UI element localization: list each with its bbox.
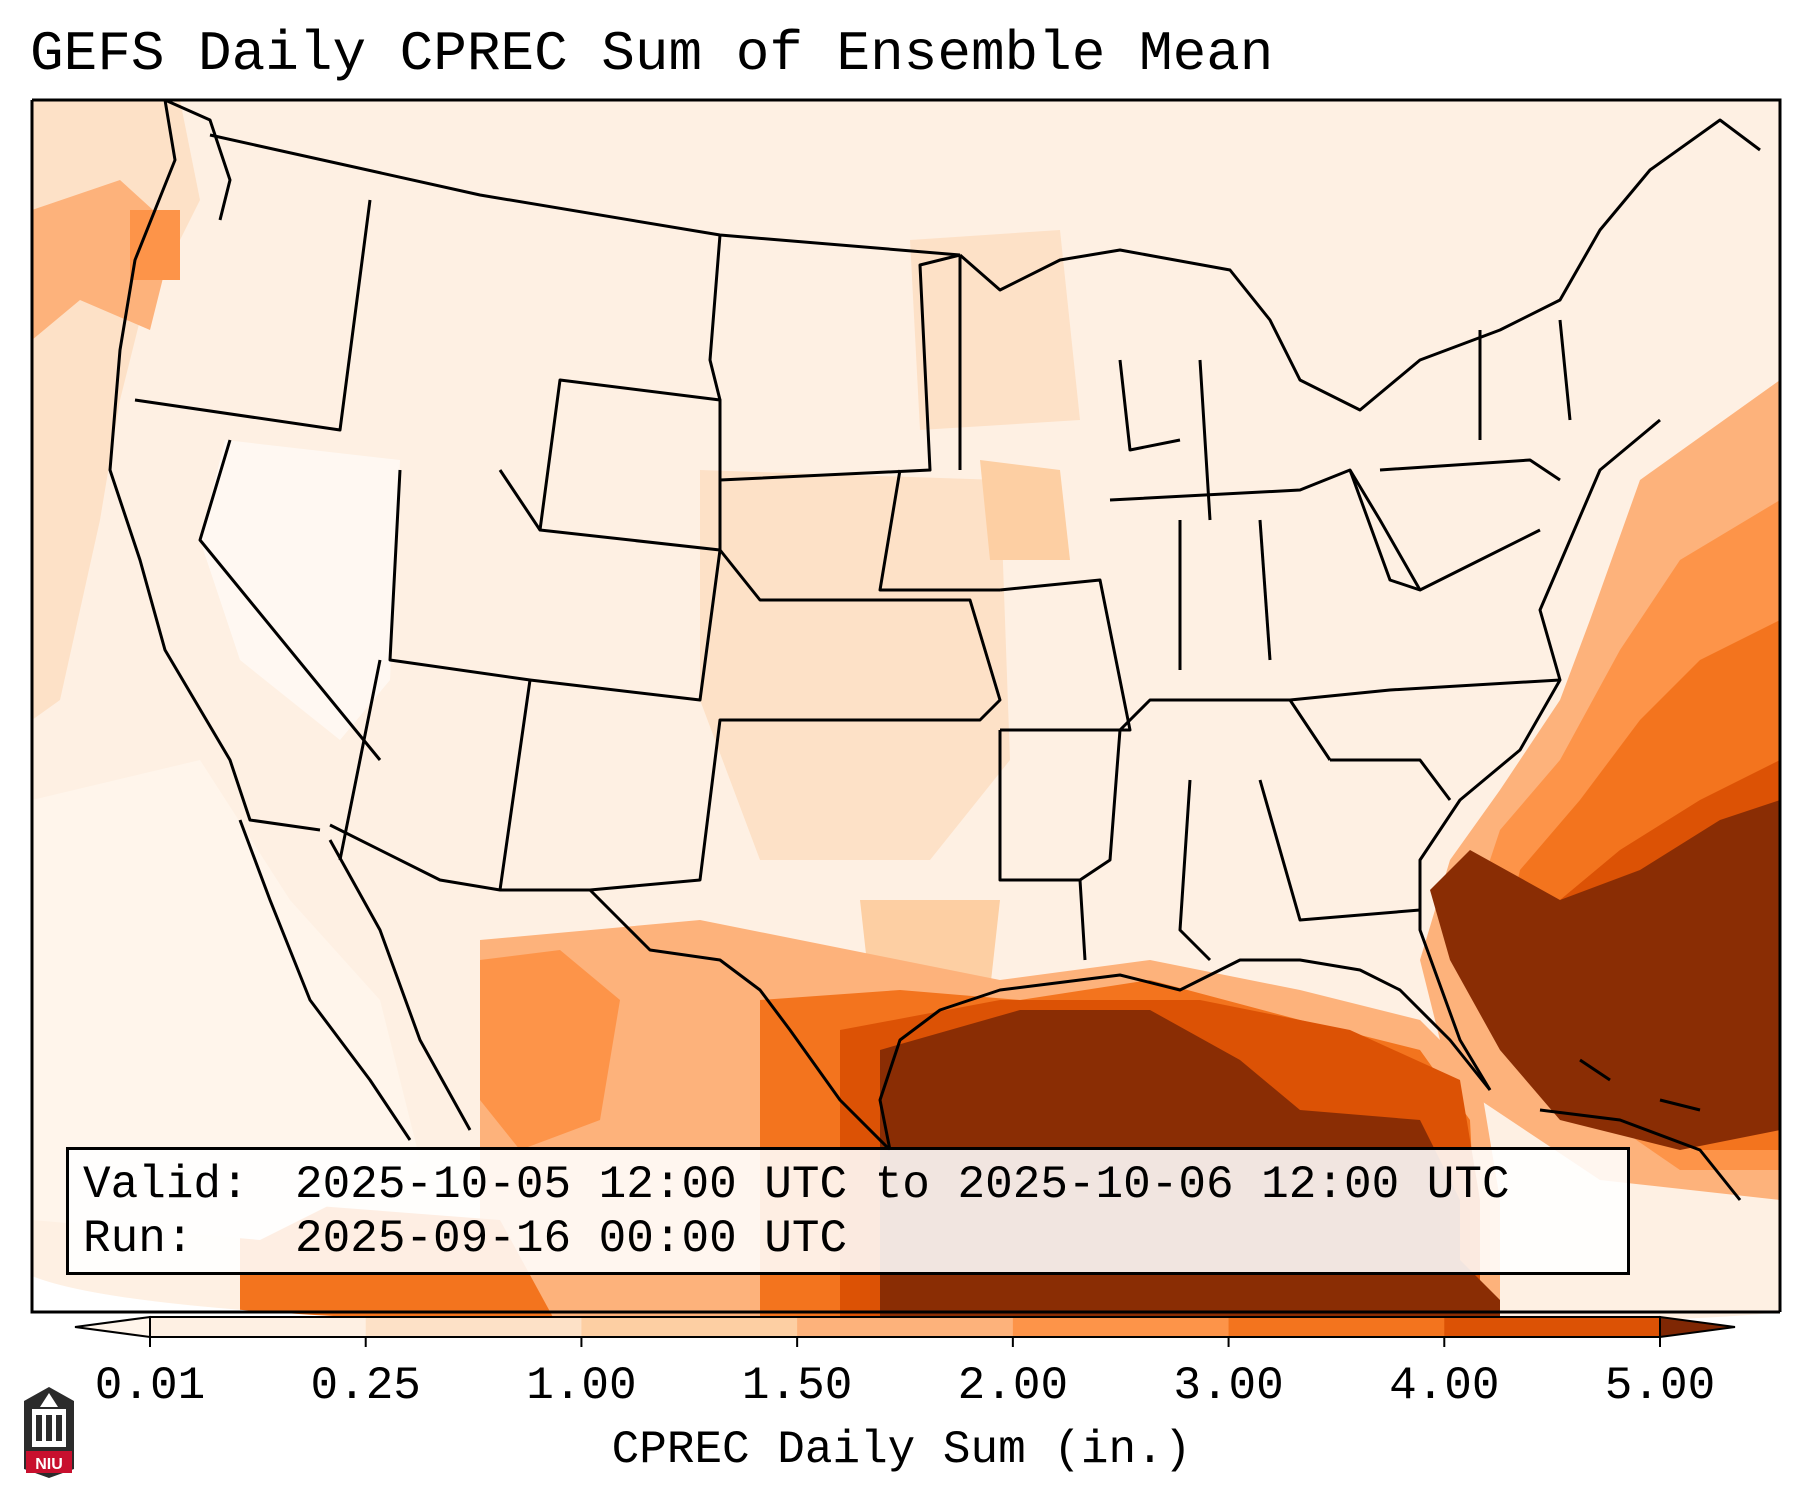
valid-time-range: 2025-10-05 12:00 UTC to 2025-10-06 12:00… (295, 1159, 1510, 1211)
colorbar-segment (581, 1317, 798, 1337)
colorbar-segment (1228, 1317, 1445, 1337)
colorbar-segment (1012, 1317, 1230, 1337)
run-row: Run: 2025-09-16 00:00 UTC (83, 1212, 1613, 1266)
colorbar-axis-label: CPREC Daily Sum (in.) (611, 1424, 1192, 1476)
valid-label: Valid: (83, 1159, 249, 1211)
colorbar-tick-label: 4.00 (1389, 1360, 1500, 1412)
colorbar-tick-label: 1.50 (741, 1360, 853, 1412)
colorbar-tick-labels: 0.01 0.25 1.00 1.50 2.00 3.00 4.00 5.00 (0, 1358, 1803, 1418)
colorbar-under-extension (74, 1315, 151, 1339)
colorbar-tick-label: 3.00 (1173, 1360, 1284, 1412)
run-label: Run: (83, 1213, 194, 1265)
state-boundaries (108, 98, 1761, 1201)
logo-text: NIU (35, 1456, 63, 1473)
map-title: GEFS Daily CPREC Sum of Ensemble Mean (30, 22, 1274, 86)
validity-info-box: Valid: 2025-10-05 12:00 UTC to 2025-10-06… (66, 1147, 1630, 1275)
colorbar-segment (1444, 1317, 1661, 1337)
colorbar (74, 1315, 1736, 1347)
colorbar-frame (149, 1316, 1661, 1338)
niu-tower-icon: NIU (24, 1387, 74, 1478)
colorbar-tick-label: 1.00 (526, 1360, 637, 1412)
colorbar-over-extension (1659, 1315, 1736, 1339)
colorbar-segment (797, 1317, 1014, 1337)
colorbar-tick-label: 0.25 (310, 1360, 421, 1412)
colorbar-tick-label: 0.01 (94, 1360, 206, 1412)
valid-row: Valid: 2025-10-05 12:00 UTC to 2025-10-06… (83, 1158, 1613, 1212)
colorbar-tick-label: 2.00 (957, 1360, 1069, 1412)
run-time: 2025-09-16 00:00 UTC (295, 1213, 848, 1265)
colorbar-segment (150, 1317, 367, 1337)
colorbar-segment (365, 1317, 582, 1337)
colorbar-tick-label: 5.00 (1604, 1360, 1716, 1412)
